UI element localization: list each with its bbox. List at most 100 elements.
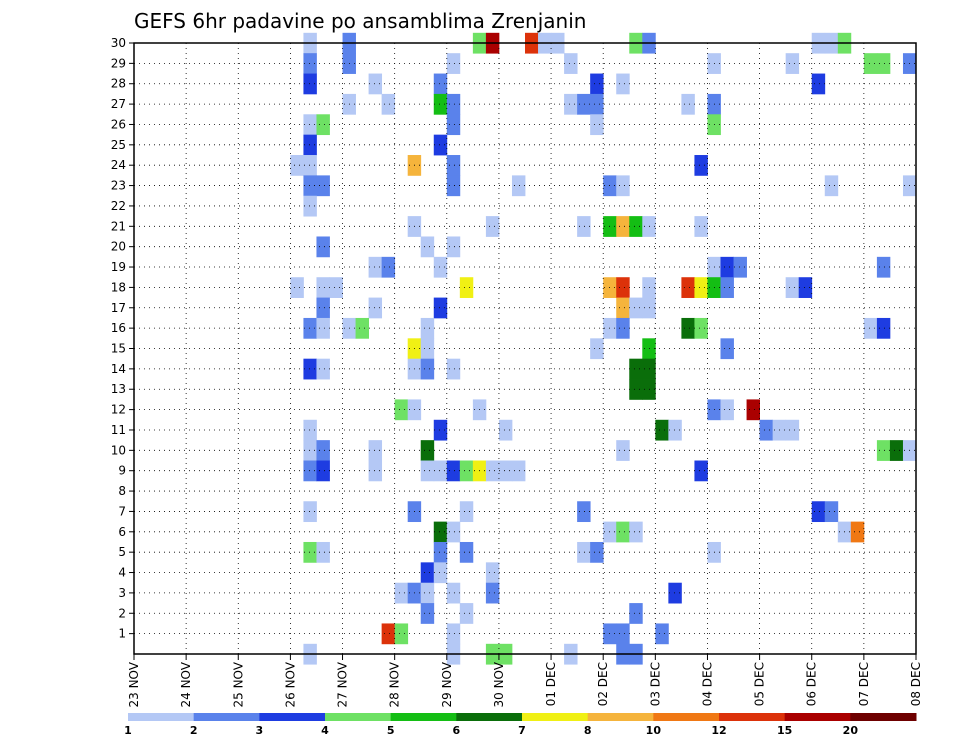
heatmap-cell — [420, 317, 435, 339]
y-tick-label: 22 — [111, 199, 126, 213]
heatmap-cell — [303, 317, 317, 339]
heatmap-cell — [590, 73, 604, 95]
heatmap-cell — [303, 134, 317, 156]
colorbar-segment — [850, 713, 917, 721]
heatmap-cell — [303, 460, 317, 482]
y-tick-label: 20 — [111, 240, 126, 254]
colorbar-segment — [128, 713, 195, 721]
colorbar-segment — [522, 713, 589, 721]
y-tick-label: 14 — [111, 362, 126, 376]
colorbar-label: 1 — [124, 724, 132, 737]
x-axis: 23 NOV 24 NOV 25 NOV 26 NOV 27 NOV 28 NOV 29 N… — [127, 654, 923, 708]
heatmap-cell — [485, 460, 500, 482]
heatmap-cell — [681, 317, 695, 339]
heatmap-cell — [303, 501, 317, 523]
heatmap-cell — [889, 440, 904, 461]
colorbar-label: 2 — [190, 724, 198, 737]
heatmap-cell — [303, 114, 317, 136]
y-tick-label: 27 — [111, 97, 126, 111]
heatmap-cell — [368, 440, 383, 461]
colorbar-segment — [719, 713, 786, 721]
x-tick-label: 23 NOV — [127, 661, 141, 707]
heatmap-cell — [303, 175, 317, 197]
colorbar-label: 8 — [584, 724, 592, 737]
heatmap-cell — [329, 277, 343, 298]
y-tick-label: 30 — [111, 36, 126, 50]
heatmap-cell — [355, 317, 369, 339]
x-tick-label: 04 DEC — [700, 662, 714, 706]
heatmap-cell — [694, 460, 708, 482]
heatmap-cell — [459, 501, 474, 523]
y-tick-label: 21 — [111, 219, 126, 233]
heatmap-cell — [785, 277, 800, 298]
heatmap-cell — [485, 582, 500, 604]
x-tick-label: 24 NOV — [179, 661, 193, 707]
heatmap-cell — [316, 317, 330, 339]
heatmap-cell — [485, 562, 500, 584]
y-tick-label: 5 — [118, 545, 126, 559]
heatmap-cell — [759, 419, 774, 441]
heatmap-cell — [785, 419, 800, 441]
heatmap-cell — [446, 93, 461, 115]
heatmap-cell — [590, 114, 604, 136]
heatmap-cell — [798, 277, 813, 298]
heatmap-cell — [629, 216, 643, 237]
heatmap-cell — [394, 399, 409, 421]
heatmap-cell — [316, 358, 330, 380]
heatmap-cell — [577, 541, 591, 563]
heatmap-cell — [446, 623, 461, 645]
heatmap-cell — [876, 440, 891, 461]
heatmap-cell — [316, 541, 330, 563]
heatmap-cell — [785, 53, 800, 74]
heatmap-cell — [629, 521, 643, 543]
heatmap-cell — [303, 440, 317, 461]
heatmap-cell — [876, 317, 891, 339]
heatmap-cell — [316, 114, 330, 136]
heatmap-cell — [876, 53, 891, 74]
heatmap-cell — [316, 175, 330, 197]
heatmap-cell — [681, 93, 695, 115]
heatmap-cell — [616, 440, 630, 461]
heatmap-cell — [433, 521, 448, 543]
heatmap-cell — [629, 358, 643, 380]
heatmap-cell — [590, 338, 604, 360]
x-tick-label: 01 DEC — [544, 662, 558, 706]
x-tick-label: 07 DEC — [857, 662, 871, 706]
heatmap-cell — [459, 460, 474, 482]
heatmap-cell — [420, 562, 435, 584]
heatmap-cell — [863, 53, 878, 74]
y-tick-label: 10 — [111, 443, 126, 457]
x-tick-label: 27 NOV — [336, 661, 350, 707]
heatmap-cell — [616, 216, 630, 237]
colorbar-label: 5 — [387, 724, 395, 737]
heatmap-cell — [303, 358, 317, 380]
heatmap-cell — [303, 155, 317, 176]
heatmap-cell — [498, 460, 513, 482]
heatmap-cell — [303, 195, 317, 217]
heatmap-cell — [720, 277, 734, 298]
heatmap-cell — [616, 175, 630, 197]
heatmap-cell — [694, 317, 708, 339]
x-tick-label: 28 NOV — [388, 661, 402, 707]
heatmap-cell — [446, 114, 461, 136]
x-tick-label: 25 NOV — [231, 661, 245, 707]
heatmap-cell — [446, 521, 461, 543]
heatmap-cell — [290, 155, 304, 176]
colorbar-label: 12 — [711, 724, 726, 737]
x-tick-label: 26 NOV — [283, 661, 297, 707]
colorbar-segment — [325, 713, 392, 721]
heatmap-cell — [590, 541, 604, 563]
heatmap-cell — [733, 256, 747, 278]
heatmap-cell — [511, 175, 526, 197]
colorbar-segment — [259, 713, 326, 721]
x-tick-label: 30 NOV — [492, 661, 506, 707]
heatmap-cell — [720, 256, 734, 278]
y-tick-label: 8 — [118, 484, 126, 498]
heatmap-cell — [459, 541, 474, 563]
heatmap-cell — [303, 73, 317, 95]
y-tick-label: 9 — [118, 464, 126, 478]
heatmap-cell — [316, 460, 330, 482]
colorbar-segment — [587, 713, 654, 721]
heatmap-cell — [616, 521, 630, 543]
y-tick-label: 29 — [111, 56, 126, 70]
